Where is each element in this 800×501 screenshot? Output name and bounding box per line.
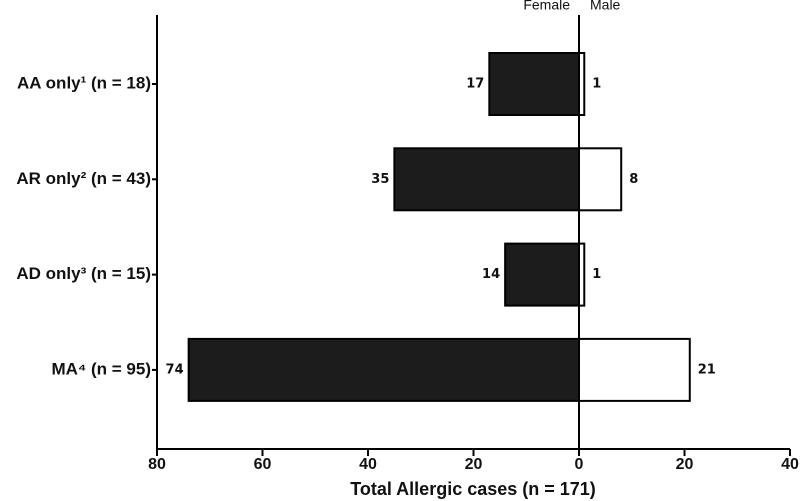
value-label: 74 xyxy=(166,362,184,377)
bar xyxy=(187,337,580,402)
value-label: 1 xyxy=(592,77,601,92)
value-label: 17 xyxy=(466,77,484,92)
value-label: 1 xyxy=(592,267,601,282)
bar xyxy=(578,337,691,402)
bar xyxy=(578,147,623,212)
x-tick-label: 80 xyxy=(148,456,166,473)
bar xyxy=(393,147,580,212)
x-tick-label: 20 xyxy=(676,456,694,473)
x-tick-label: 60 xyxy=(254,456,272,473)
x-tick-label: 40 xyxy=(781,456,799,473)
category-label: MA⁴ (n = 95) xyxy=(51,359,151,378)
category-label: AR only² (n = 43) xyxy=(16,169,151,188)
value-label: 8 xyxy=(629,172,638,187)
legend-label: Female xyxy=(523,0,570,13)
bar xyxy=(504,242,580,307)
value-label: 21 xyxy=(698,362,716,377)
legend-label: Male xyxy=(590,0,621,13)
value-label: 14 xyxy=(482,267,500,282)
x-tick-label: 40 xyxy=(359,456,377,473)
x-tick-label: 0 xyxy=(575,456,584,473)
x-axis-label: Total Allergic cases (n = 171) xyxy=(350,479,596,499)
bar xyxy=(488,52,581,116)
category-label: AA only¹ (n = 18) xyxy=(17,73,151,92)
x-tick-label: 20 xyxy=(465,456,483,473)
category-label: AD only³ (n = 15) xyxy=(16,264,151,283)
value-label: 35 xyxy=(371,172,389,187)
